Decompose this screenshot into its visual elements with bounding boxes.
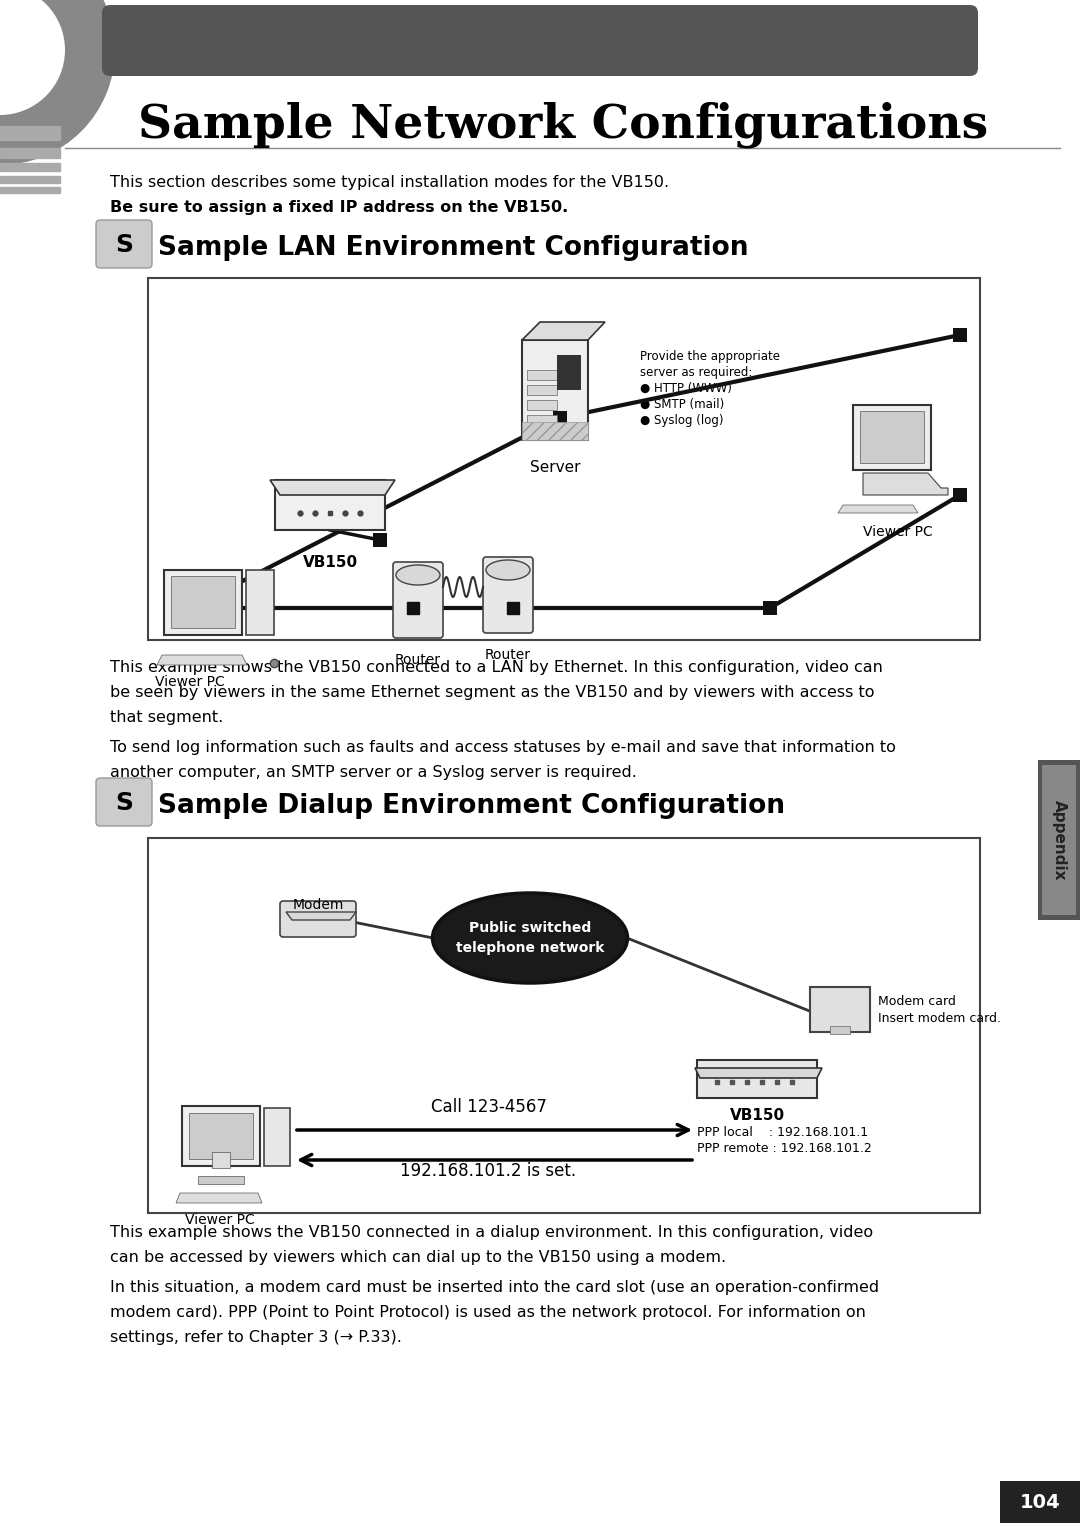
- Text: Router: Router: [395, 653, 441, 667]
- Bar: [1038, 760, 1080, 920]
- Bar: [1000, 1480, 1080, 1523]
- Polygon shape: [522, 321, 605, 340]
- Text: ● SMTP (mail): ● SMTP (mail): [640, 398, 725, 411]
- Bar: [831, 1027, 850, 1034]
- Ellipse shape: [486, 560, 530, 580]
- Bar: [527, 401, 557, 410]
- Bar: [198, 1176, 244, 1183]
- FancyBboxPatch shape: [393, 562, 443, 638]
- Bar: [148, 838, 980, 1212]
- Text: VB150: VB150: [729, 1109, 784, 1122]
- Ellipse shape: [396, 565, 440, 585]
- Bar: [853, 405, 931, 471]
- Bar: [164, 570, 242, 635]
- Text: Server: Server: [530, 460, 580, 475]
- Text: modem card). PPP (Point to Point Protocol) is used as the network protocol. For : modem card). PPP (Point to Point Protoco…: [110, 1305, 866, 1320]
- Text: PPP local    : 192.168.101.1: PPP local : 192.168.101.1: [697, 1125, 868, 1139]
- FancyBboxPatch shape: [280, 902, 356, 937]
- Bar: [557, 355, 581, 390]
- Bar: [212, 1151, 230, 1168]
- Text: another computer, an SMTP server or a Syslog server is required.: another computer, an SMTP server or a Sy…: [110, 765, 637, 780]
- Ellipse shape: [432, 892, 627, 982]
- FancyBboxPatch shape: [483, 557, 534, 634]
- Text: Router: Router: [485, 647, 531, 663]
- Text: In this situation, a modem card must be inserted into the card slot (use an oper: In this situation, a modem card must be …: [110, 1279, 879, 1295]
- Bar: [0, 148, 60, 158]
- Text: Viewer PC: Viewer PC: [156, 675, 225, 688]
- Bar: [697, 1060, 816, 1098]
- Polygon shape: [286, 912, 356, 920]
- Bar: [0, 163, 60, 171]
- Bar: [264, 1109, 291, 1167]
- Bar: [246, 570, 274, 635]
- Polygon shape: [157, 655, 247, 666]
- Bar: [183, 1106, 260, 1167]
- Bar: [0, 187, 60, 193]
- Polygon shape: [270, 480, 395, 495]
- FancyBboxPatch shape: [96, 219, 152, 268]
- Text: Be sure to assign a fixed IP address on the VB150.: Be sure to assign a fixed IP address on …: [110, 200, 568, 215]
- Text: Call 123-4567: Call 123-4567: [431, 1098, 546, 1116]
- Text: To send log information such as faults and access statuses by e-mail and save th: To send log information such as faults a…: [110, 740, 896, 755]
- Text: S: S: [114, 790, 133, 815]
- Bar: [953, 327, 967, 343]
- Polygon shape: [838, 506, 918, 513]
- Text: This example shows the VB150 connected to a LAN by Ethernet. In this configurati: This example shows the VB150 connected t…: [110, 659, 882, 675]
- Circle shape: [0, 0, 65, 116]
- Text: PPP remote : 192.168.101.2: PPP remote : 192.168.101.2: [697, 1142, 872, 1154]
- Polygon shape: [696, 1068, 822, 1078]
- Bar: [0, 126, 60, 140]
- Text: Insert modem card.: Insert modem card.: [878, 1011, 1001, 1025]
- Bar: [810, 987, 870, 1033]
- Text: Modem: Modem: [293, 899, 343, 912]
- Text: VB150: VB150: [302, 554, 357, 570]
- Bar: [183, 602, 197, 615]
- Text: Viewer PC: Viewer PC: [863, 525, 933, 539]
- Bar: [953, 487, 967, 503]
- Bar: [762, 602, 777, 615]
- Polygon shape: [176, 1193, 262, 1203]
- Bar: [189, 1113, 253, 1159]
- Text: Public switched
telephone network: Public switched telephone network: [456, 921, 604, 955]
- Bar: [522, 422, 588, 440]
- Text: Provide the appropriate: Provide the appropriate: [640, 350, 780, 362]
- Bar: [527, 370, 557, 381]
- FancyBboxPatch shape: [102, 5, 978, 76]
- Text: 192.168.101.2 is set.: 192.168.101.2 is set.: [401, 1162, 577, 1180]
- Bar: [553, 411, 567, 425]
- Text: Sample LAN Environment Configuration: Sample LAN Environment Configuration: [158, 235, 748, 260]
- Bar: [527, 414, 557, 425]
- Bar: [373, 533, 387, 547]
- Bar: [1042, 765, 1076, 915]
- Text: can be accessed by viewers which can dial up to the VB150 using a modem.: can be accessed by viewers which can dia…: [110, 1250, 726, 1266]
- Bar: [148, 279, 980, 640]
- Circle shape: [0, 0, 114, 164]
- Text: This section describes some typical installation modes for the VB150.: This section describes some typical inst…: [110, 175, 670, 190]
- Text: ● HTTP (WWW): ● HTTP (WWW): [640, 382, 732, 394]
- Text: This example shows the VB150 connected in a dialup environment. In this configur: This example shows the VB150 connected i…: [110, 1224, 873, 1240]
- Bar: [860, 411, 924, 463]
- Text: be seen by viewers in the same Ethernet segment as the VB150 and by viewers with: be seen by viewers in the same Ethernet …: [110, 685, 875, 701]
- Text: S: S: [114, 233, 133, 257]
- Bar: [522, 340, 588, 440]
- Bar: [0, 177, 60, 183]
- Text: Viewer PC: Viewer PC: [185, 1212, 255, 1228]
- Text: settings, refer to Chapter 3 (→ P.33).: settings, refer to Chapter 3 (→ P.33).: [110, 1330, 402, 1345]
- Text: that segment.: that segment.: [110, 710, 224, 725]
- Text: ● Syslog (log): ● Syslog (log): [640, 414, 724, 426]
- Polygon shape: [863, 474, 948, 495]
- Bar: [275, 480, 384, 530]
- Bar: [527, 385, 557, 394]
- Text: Sample Network Configurations: Sample Network Configurations: [138, 102, 988, 148]
- FancyBboxPatch shape: [96, 778, 152, 825]
- Text: Modem card: Modem card: [878, 995, 956, 1008]
- Text: server as required:: server as required:: [640, 366, 753, 379]
- Bar: [171, 576, 235, 627]
- Text: 104: 104: [1020, 1493, 1061, 1511]
- Text: Appendix: Appendix: [1052, 800, 1067, 880]
- Text: Sample Dialup Environment Configuration: Sample Dialup Environment Configuration: [158, 793, 785, 819]
